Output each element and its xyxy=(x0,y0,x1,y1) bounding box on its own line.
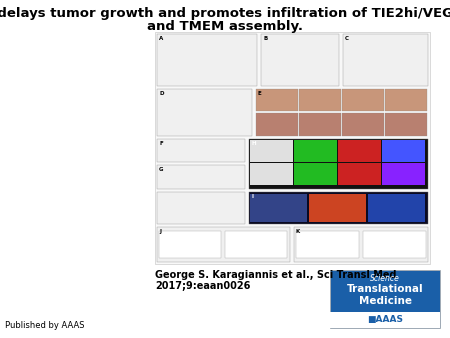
FancyBboxPatch shape xyxy=(368,194,425,222)
Text: E: E xyxy=(258,91,262,96)
Text: H: H xyxy=(251,141,256,146)
FancyBboxPatch shape xyxy=(338,163,381,185)
Text: F: F xyxy=(159,141,163,146)
FancyBboxPatch shape xyxy=(385,89,427,111)
FancyBboxPatch shape xyxy=(330,270,440,328)
FancyBboxPatch shape xyxy=(250,194,307,222)
Text: K: K xyxy=(296,229,300,234)
FancyBboxPatch shape xyxy=(157,165,245,189)
FancyBboxPatch shape xyxy=(225,231,287,258)
FancyBboxPatch shape xyxy=(382,140,425,162)
FancyBboxPatch shape xyxy=(296,231,359,258)
FancyBboxPatch shape xyxy=(157,34,257,86)
Text: D: D xyxy=(159,91,163,96)
FancyBboxPatch shape xyxy=(330,312,440,328)
FancyBboxPatch shape xyxy=(382,163,425,185)
FancyBboxPatch shape xyxy=(342,89,384,111)
FancyBboxPatch shape xyxy=(309,194,366,222)
FancyBboxPatch shape xyxy=(256,89,298,111)
FancyBboxPatch shape xyxy=(294,163,337,185)
FancyBboxPatch shape xyxy=(157,89,252,136)
FancyBboxPatch shape xyxy=(261,34,339,86)
Text: A: A xyxy=(159,36,163,41)
FancyBboxPatch shape xyxy=(159,231,221,258)
FancyBboxPatch shape xyxy=(250,140,293,162)
FancyBboxPatch shape xyxy=(338,140,381,162)
FancyBboxPatch shape xyxy=(299,89,341,111)
Text: Translational: Translational xyxy=(346,284,423,294)
FancyBboxPatch shape xyxy=(155,32,430,264)
Text: Fig. 1. Paclitaxel delays tumor growth and promotes infiltration of TIE2hi/VEGFh: Fig. 1. Paclitaxel delays tumor growth a… xyxy=(0,7,450,20)
Text: G: G xyxy=(159,167,163,172)
FancyBboxPatch shape xyxy=(363,231,426,258)
Text: ■AAAS: ■AAAS xyxy=(367,315,403,324)
FancyBboxPatch shape xyxy=(385,113,427,136)
Text: Medicine: Medicine xyxy=(359,296,411,306)
FancyBboxPatch shape xyxy=(250,163,293,185)
FancyBboxPatch shape xyxy=(157,227,290,262)
FancyBboxPatch shape xyxy=(294,227,428,262)
FancyBboxPatch shape xyxy=(343,34,428,86)
Text: Published by AAAS: Published by AAAS xyxy=(5,321,85,330)
FancyBboxPatch shape xyxy=(157,192,245,224)
Text: I: I xyxy=(251,194,253,199)
FancyBboxPatch shape xyxy=(157,139,245,162)
FancyBboxPatch shape xyxy=(256,113,298,136)
Text: and TMEM assembly.: and TMEM assembly. xyxy=(147,20,303,33)
Text: George S. Karagiannis et al., Sci Transl Med: George S. Karagiannis et al., Sci Transl… xyxy=(155,270,396,280)
FancyBboxPatch shape xyxy=(299,113,341,136)
FancyBboxPatch shape xyxy=(294,140,337,162)
FancyBboxPatch shape xyxy=(249,139,428,189)
FancyBboxPatch shape xyxy=(342,113,384,136)
FancyBboxPatch shape xyxy=(249,192,428,224)
Text: B: B xyxy=(263,36,267,41)
Text: C: C xyxy=(345,36,349,41)
Text: Science: Science xyxy=(370,274,400,283)
Text: 2017;9:eaan0026: 2017;9:eaan0026 xyxy=(155,281,250,291)
Text: J: J xyxy=(159,229,161,234)
